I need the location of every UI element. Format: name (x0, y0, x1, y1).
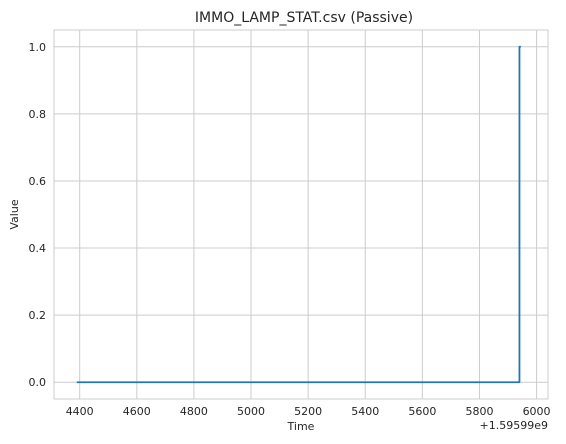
y-tick-label: 1.0 (29, 41, 47, 54)
y-tick-label: 0.4 (29, 242, 47, 255)
x-tick-label: 5800 (465, 405, 493, 418)
series-layer (76, 45, 521, 384)
plot-background (54, 30, 548, 399)
y-tick-label: 0.8 (29, 108, 47, 121)
y-tick-label: 0.2 (29, 309, 47, 322)
plot-area (53, 29, 549, 400)
x-tick-label: 4600 (123, 405, 151, 418)
x-tick-label: 5400 (351, 405, 379, 418)
x-axis-offset-label: +1.59599e9 (480, 419, 548, 432)
series-line (76, 45, 521, 384)
y-tick-label: 0.6 (29, 175, 47, 188)
y-axis-label: Value (8, 199, 21, 229)
x-axis-label: Time (287, 420, 315, 433)
x-tick-label: 6000 (523, 405, 551, 418)
chart-title: IMMO_LAMP_STAT.csv (Passive) (195, 10, 413, 26)
y-tick-label: 0.0 (29, 376, 47, 389)
x-tick-label: 4800 (180, 405, 208, 418)
x-tick-label: 5200 (294, 405, 322, 418)
x-tick-label: 4400 (66, 405, 94, 418)
x-tick-label: 5600 (408, 405, 436, 418)
plot-frame (53, 29, 549, 400)
x-tick-label: 5000 (237, 405, 265, 418)
y-axis-ticks: 0.0 0.2 0.4 0.6 0.8 1.0 (29, 41, 47, 389)
x-axis-ticks: 4400 4600 4800 5000 5200 5400 5600 5800 6000 (66, 405, 551, 418)
